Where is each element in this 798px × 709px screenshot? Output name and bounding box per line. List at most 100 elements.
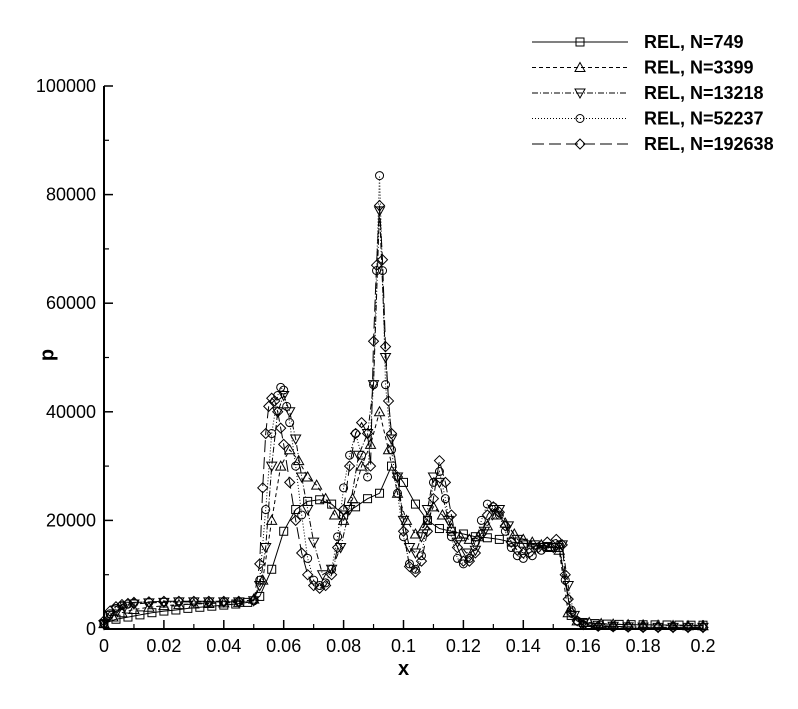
data-point-marker: [499, 520, 512, 532]
data-point-marker: [313, 582, 326, 594]
data-point-marker: [289, 514, 302, 527]
data-point-marker: [327, 499, 337, 509]
data-point-marker: [188, 595, 200, 608]
data-point-marker: [105, 609, 115, 619]
data-point-marker: [416, 551, 426, 561]
data-point-marker: [427, 500, 440, 512]
legend: REL, N=749 REL, N=3399 REL, N=13218 REL, N=…: [532, 32, 774, 154]
data-point-marker: [267, 564, 277, 574]
legend-label: REL, N=749: [644, 32, 744, 52]
data-point-marker: [267, 429, 277, 439]
data-point-marker: [451, 537, 464, 549]
y-tick-label: 60000: [46, 293, 96, 313]
data-point-marker: [379, 353, 392, 364]
data-point-marker: [147, 608, 157, 618]
data-point-marker: [349, 427, 362, 440]
data-point-marker: [475, 528, 488, 540]
legend-entry-2: REL, N=3399: [532, 58, 754, 78]
data-point-marker: [488, 502, 498, 512]
x-tick-label: 0.18: [626, 636, 661, 656]
data-point-marker: [345, 450, 355, 460]
data-point-marker: [337, 514, 350, 525]
data-point-marker: [409, 566, 422, 578]
x-tick-label: 0.08: [326, 636, 361, 656]
data-point-marker: [385, 434, 398, 445]
y-tick-label: 100000: [36, 76, 96, 96]
series-4: [99, 171, 708, 632]
data-point-marker: [328, 508, 341, 520]
data-point-marker: [421, 505, 434, 516]
data-point-marker: [391, 472, 404, 483]
data-point-marker: [361, 427, 374, 440]
data-point-marker: [291, 461, 301, 471]
x-tick-label: 0.06: [266, 636, 301, 656]
data-point-marker: [375, 171, 385, 181]
series-line: [103, 205, 703, 628]
data-point-marker: [409, 527, 422, 539]
data-point-marker: [319, 579, 332, 592]
x-tick-label: 0.16: [566, 636, 601, 656]
data-point-marker: [116, 606, 128, 618]
data-point-marker: [272, 406, 284, 418]
data-point-marker: [607, 621, 619, 633]
data-point-marker: [295, 472, 308, 483]
data-point-marker: [158, 597, 170, 609]
data-point-marker: [550, 533, 562, 546]
data-point-marker: [99, 619, 109, 629]
series-layer: [98, 171, 709, 634]
data-point-marker: [283, 476, 296, 489]
data-point-marker: [110, 601, 122, 613]
data-point-marker: [253, 581, 266, 592]
data-point-marker: [291, 505, 301, 515]
legend-entry-5: REL, N=192638: [532, 134, 774, 154]
data-point-marker: [158, 595, 170, 608]
data-point-marker: [415, 532, 428, 543]
data-point-marker: [259, 543, 272, 554]
data-point-marker: [343, 460, 356, 472]
data-point-marker: [532, 541, 544, 554]
data-point-marker: [470, 537, 480, 547]
x-tick-label: 0: [99, 636, 109, 656]
x-tick-label: 0.14: [506, 636, 541, 656]
data-point-marker: [274, 422, 287, 434]
legend-label: REL, N=3399: [644, 58, 754, 78]
data-point-marker: [682, 621, 694, 634]
data-point-marker: [592, 620, 604, 632]
data-point-marker: [541, 536, 553, 548]
data-point-marker: [279, 385, 289, 395]
legend-marker-swatch: [574, 61, 586, 72]
x-axis-title: x: [398, 658, 409, 680]
data-point-marker: [387, 445, 397, 455]
data-point-marker: [422, 515, 432, 525]
data-point-marker: [282, 401, 292, 411]
data-point-marker: [494, 510, 504, 520]
data-point-marker: [269, 395, 281, 407]
data-point-marker: [595, 617, 608, 629]
data-point-marker: [520, 540, 533, 551]
data-point-marker: [274, 460, 287, 471]
data-point-marker: [283, 407, 296, 418]
data-point-marker: [403, 560, 416, 573]
data-point-marker: [511, 544, 524, 556]
data-point-marker: [122, 597, 134, 610]
data-point-marker: [667, 621, 679, 634]
data-point-marker: [321, 578, 331, 588]
data-point-marker: [434, 524, 444, 534]
data-point-marker: [622, 621, 634, 633]
data-point-marker: [265, 461, 278, 473]
data-point-marker: [505, 536, 518, 548]
data-point-marker: [352, 450, 365, 462]
legend-marker-swatch: [575, 114, 585, 123]
legend-entry-3: REL, N=13218: [532, 83, 764, 103]
data-point-marker: [481, 519, 494, 531]
data-point-marker: [637, 621, 649, 634]
data-point-marker: [547, 543, 560, 554]
legend-marker-swatch: [575, 37, 585, 47]
data-point-marker: [446, 532, 456, 542]
data-point-marker: [404, 559, 414, 569]
data-point-marker: [427, 472, 440, 483]
data-point-marker: [454, 530, 467, 542]
legend-label: REL, N=13218: [644, 83, 764, 103]
series-line: [103, 175, 703, 628]
data-point-marker: [369, 380, 379, 390]
